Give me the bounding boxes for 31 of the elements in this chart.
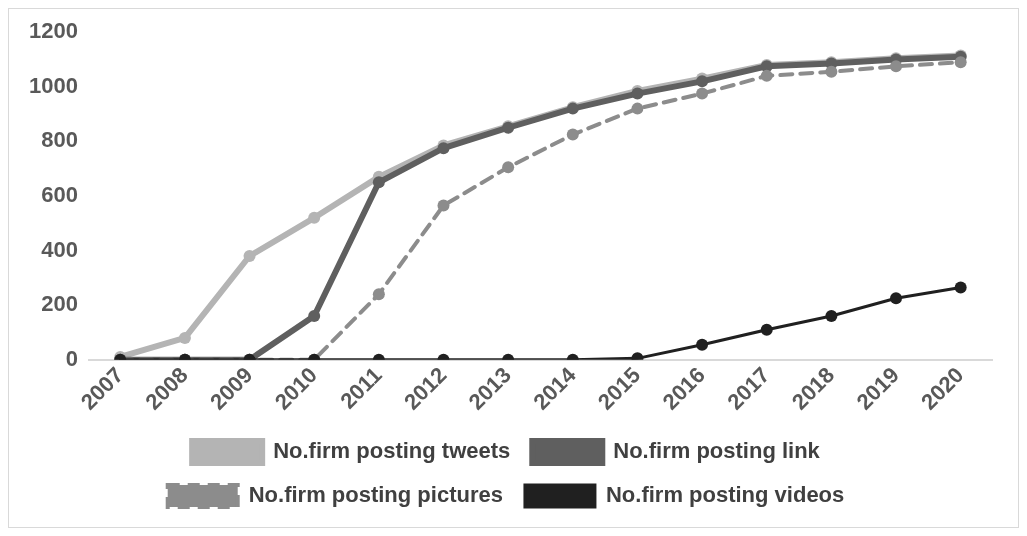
legend-label: No.firm posting tweets — [273, 438, 511, 464]
y-tick-label: 600 — [41, 182, 78, 208]
point — [372, 288, 385, 301]
point — [954, 281, 967, 294]
y-tick-label: 1000 — [28, 72, 78, 98]
point — [437, 199, 450, 212]
y-tick-label: 0 — [65, 345, 78, 371]
y-tick-label: 400 — [41, 236, 78, 262]
point — [696, 87, 709, 100]
legend-label: No.firm posting link — [613, 438, 821, 464]
y-tick-label: 200 — [41, 291, 78, 317]
point — [502, 161, 515, 174]
point — [890, 292, 903, 305]
point — [760, 69, 773, 82]
point — [696, 338, 709, 351]
point — [954, 56, 967, 69]
point — [308, 211, 321, 224]
point — [178, 331, 191, 344]
point — [825, 310, 838, 323]
y-tick-label: 800 — [41, 127, 78, 153]
point — [243, 250, 256, 263]
legend-label: No.firm posting videos — [605, 482, 845, 508]
point — [760, 323, 773, 336]
legend-label: No.firm posting pictures — [248, 482, 503, 508]
point — [631, 102, 644, 115]
point — [566, 128, 579, 141]
point — [825, 65, 838, 78]
point — [890, 60, 903, 73]
point — [372, 176, 385, 189]
point — [308, 310, 321, 323]
y-tick-label: 1200 — [28, 18, 78, 44]
